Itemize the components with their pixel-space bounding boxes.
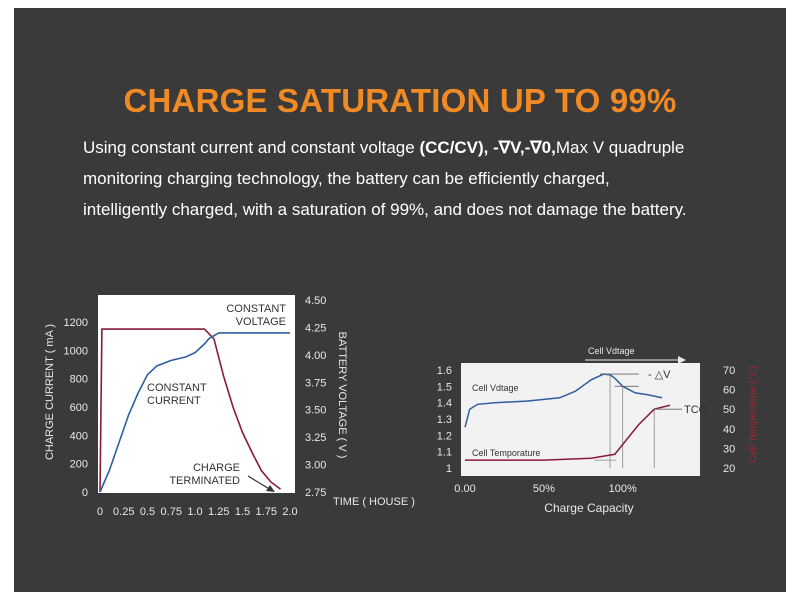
annotation-text: CONSTANT: [147, 382, 207, 394]
annotation-text: CHARGE: [193, 462, 240, 474]
x-tick-label: 1.75: [256, 506, 277, 518]
plot-panel: [98, 295, 295, 493]
x-tick-label: 0.75: [161, 506, 182, 518]
x-tick-label: 1.25: [208, 506, 229, 518]
series-label-voltage: Cell Vdtage: [472, 383, 519, 393]
y-tick-label: 1.1: [437, 447, 452, 459]
y2-tick-label: 60: [723, 385, 735, 397]
description-part2: Max V quadruple: [555, 138, 685, 157]
y2-tick-label: 20: [723, 463, 735, 475]
y-tick-label: 1.6: [437, 365, 452, 377]
annotation-text: VOLTAGE: [236, 316, 286, 328]
y-tick-label: 1.5: [437, 381, 452, 393]
y-tick-label: 800: [70, 374, 88, 386]
annotation-text: - △V: [648, 369, 671, 381]
annotation-arrow-head: [266, 485, 275, 492]
x-tick-label: 0.5: [140, 506, 155, 518]
x-tick-label: 0.25: [113, 506, 134, 518]
y-tick-label: 1: [446, 463, 452, 475]
y2-tick-label: 3.00: [305, 460, 326, 472]
annotation-text: TCO: [684, 404, 708, 416]
y-axis-label: CHARGE CURRENT ( mA ): [44, 324, 56, 460]
y-tick-label: 0: [82, 487, 88, 499]
annotation-text: Cell Vdtage: [588, 346, 635, 356]
y-tick-label: 1200: [64, 317, 88, 329]
x-tick-label: 2.0: [282, 506, 297, 518]
annotation-arrow: [247, 475, 272, 491]
y-tick-label: 200: [70, 459, 88, 471]
y-tick-label: 1000: [64, 345, 88, 357]
x-tick-label: 1.0: [187, 506, 202, 518]
y2-tick-label: 2.75: [305, 487, 326, 499]
y2-tick-label: 3.75: [305, 377, 326, 389]
y2-tick-label: 30: [723, 443, 735, 455]
annotation-text: CONSTANT: [226, 303, 286, 315]
y-tick-label: 1.4: [437, 398, 452, 410]
x-axis-label: TIME ( HOUSE ): [333, 496, 415, 508]
series-line-voltage: [99, 332, 290, 493]
description: Using constant current and constant volt…: [83, 132, 783, 225]
description-line2: monitoring charging technology, the batt…: [83, 169, 610, 188]
description-bold: (CC/CV), -∇V,-∇0,: [419, 138, 556, 157]
y2-tick-label: 4.25: [305, 322, 326, 334]
y2-tick-label: 3.25: [305, 432, 326, 444]
y2-axis-label: Cell Temperature (°C): [748, 366, 759, 463]
infographic-canvas: CHARGE SATURATION UP TO 99% Using consta…: [14, 8, 786, 592]
x-tick-label: 50%: [533, 483, 555, 495]
y2-tick-label: 50: [723, 404, 735, 416]
description-line3: intelligently charged, with a saturation…: [83, 200, 687, 219]
annotation-arrow-head: [678, 356, 686, 364]
series-line-current-limit: [99, 328, 281, 493]
series-line-cell-vdtage: [464, 373, 663, 428]
series-label-temperature: Cell Temporature: [472, 448, 540, 458]
y2-axis-label: BATTERY VOLTAGE ( V ): [336, 332, 348, 459]
description-part1: Using constant current and constant volt…: [83, 138, 420, 157]
x-axis-label: Charge Capacity: [544, 501, 633, 515]
y2-tick-label: 40: [723, 424, 735, 436]
y2-tick-label: 3.50: [305, 405, 326, 417]
x-tick-label: 1.5: [235, 506, 250, 518]
y2-tick-label: 70: [723, 365, 735, 377]
plot-panel: [461, 363, 700, 476]
x-tick-label: 0: [97, 506, 103, 518]
series-line-cell-temporature: [465, 404, 671, 461]
x-tick-label: 0.00: [454, 483, 475, 495]
y-tick-label: 1.3: [437, 414, 452, 426]
headline: CHARGE SATURATION UP TO 99%: [123, 82, 677, 119]
annotation-text: CURRENT: [147, 395, 201, 407]
y-tick-label: 1.2: [437, 430, 452, 442]
y2-tick-label: 4.00: [305, 350, 326, 362]
y-tick-label: 600: [70, 402, 88, 414]
annotation-text: TERMINATED: [169, 475, 240, 487]
y-tick-label: 400: [70, 430, 88, 442]
x-tick-label: 100%: [609, 483, 637, 495]
y2-tick-label: 4.50: [305, 295, 326, 307]
